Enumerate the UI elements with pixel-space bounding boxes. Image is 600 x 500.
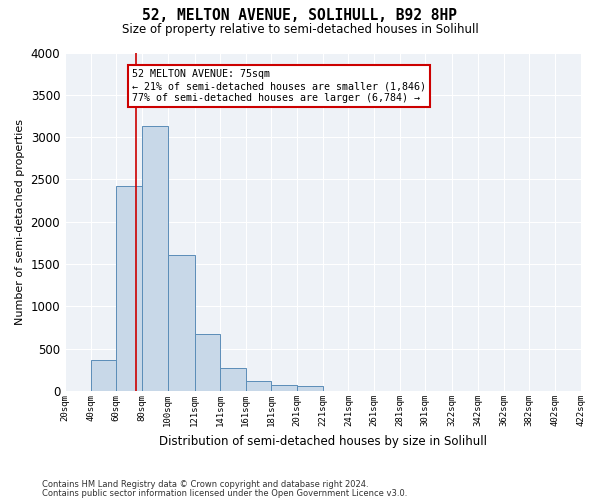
X-axis label: Distribution of semi-detached houses by size in Solihull: Distribution of semi-detached houses by … — [159, 434, 487, 448]
Bar — [194, 334, 220, 391]
Text: Size of property relative to semi-detached houses in Solihull: Size of property relative to semi-detach… — [122, 22, 478, 36]
Bar — [116, 186, 142, 391]
Bar — [167, 255, 194, 391]
Text: 52, MELTON AVENUE, SOLIHULL, B92 8HP: 52, MELTON AVENUE, SOLIHULL, B92 8HP — [143, 8, 458, 22]
Text: Contains public sector information licensed under the Open Government Licence v3: Contains public sector information licen… — [42, 490, 407, 498]
Bar — [220, 368, 246, 391]
Text: Contains HM Land Registry data © Crown copyright and database right 2024.: Contains HM Land Registry data © Crown c… — [42, 480, 368, 489]
Bar — [246, 381, 271, 391]
Bar — [142, 126, 167, 391]
Y-axis label: Number of semi-detached properties: Number of semi-detached properties — [15, 119, 25, 325]
Text: 52 MELTON AVENUE: 75sqm
← 21% of semi-detached houses are smaller (1,846)
77% of: 52 MELTON AVENUE: 75sqm ← 21% of semi-de… — [132, 70, 426, 102]
Bar — [297, 386, 323, 391]
Bar — [271, 385, 297, 391]
Bar — [91, 360, 116, 391]
